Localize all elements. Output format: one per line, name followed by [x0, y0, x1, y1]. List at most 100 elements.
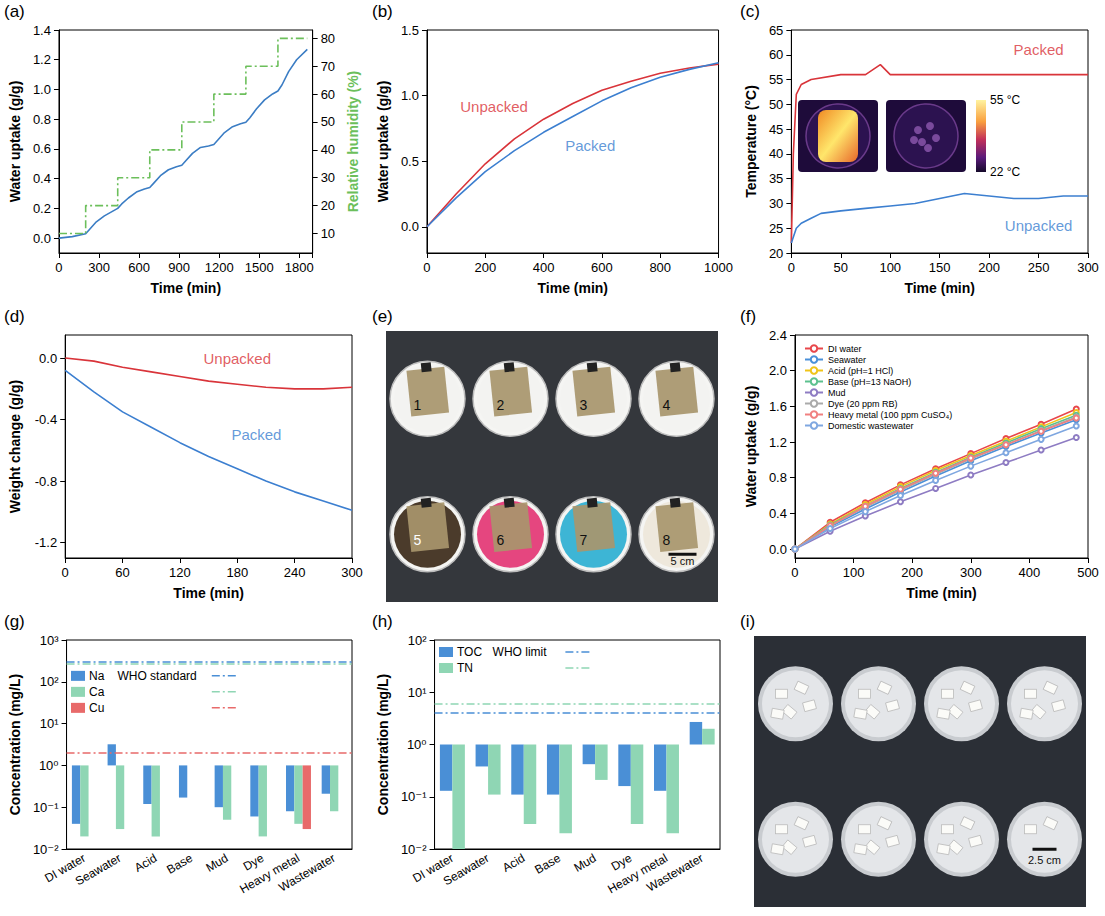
svg-text:Cu: Cu: [89, 701, 104, 715]
svg-text:0: 0: [62, 565, 69, 580]
svg-text:7: 7: [580, 532, 588, 548]
svg-text:22 °C: 22 °C: [990, 165, 1020, 179]
svg-text:TN: TN: [457, 661, 473, 675]
svg-text:-0.4: -0.4: [35, 412, 57, 427]
svg-text:10²: 10²: [408, 633, 427, 648]
svg-text:50: 50: [834, 260, 848, 275]
svg-text:Unpacked: Unpacked: [1005, 217, 1073, 234]
svg-text:Water uptake (g/g): Water uptake (g/g): [375, 81, 391, 203]
svg-text:WHO standard: WHO standard: [117, 669, 196, 683]
svg-text:250: 250: [1028, 260, 1050, 275]
svg-text:0.0: 0.0: [39, 351, 57, 366]
svg-text:55 °C: 55 °C: [990, 93, 1020, 107]
svg-text:10⁻²: 10⁻²: [401, 842, 427, 857]
svg-text:Water uptake (g/g): Water uptake (g/g): [743, 386, 759, 508]
svg-text:1000: 1000: [704, 260, 733, 275]
svg-text:Unpacked: Unpacked: [460, 98, 528, 115]
svg-text:TOC: TOC: [457, 645, 482, 659]
svg-text:400: 400: [1019, 565, 1041, 580]
svg-text:25: 25: [769, 221, 783, 236]
svg-text:Time (min): Time (min): [537, 280, 608, 296]
svg-text:65: 65: [769, 23, 783, 38]
svg-text:Packed: Packed: [1014, 41, 1064, 58]
svg-text:0.8: 0.8: [33, 112, 51, 127]
svg-text:Seawater: Seawater: [828, 355, 866, 365]
svg-text:0: 0: [55, 260, 62, 275]
svg-text:0.0: 0.0: [769, 542, 787, 557]
svg-text:10⁰: 10⁰: [407, 737, 427, 752]
svg-text:600: 600: [591, 260, 613, 275]
svg-text:2.5 cm: 2.5 cm: [1028, 854, 1061, 866]
svg-text:400: 400: [533, 260, 555, 275]
svg-text:Seawater: Seawater: [441, 851, 492, 888]
svg-text:200: 200: [474, 260, 496, 275]
svg-text:10⁻¹: 10⁻¹: [401, 789, 427, 804]
svg-text:10²: 10²: [40, 674, 59, 689]
svg-text:1200: 1200: [205, 260, 234, 275]
svg-text:60: 60: [769, 47, 783, 62]
svg-text:WHO limit: WHO limit: [493, 645, 548, 659]
svg-text:10⁻²: 10⁻²: [33, 842, 59, 857]
svg-text:Concentration (mg/L): Concentration (mg/L): [7, 674, 23, 816]
svg-text:4: 4: [663, 397, 671, 413]
svg-text:60: 60: [115, 565, 129, 580]
svg-text:40: 40: [769, 146, 783, 161]
svg-text:Wastewater: Wastewater: [276, 851, 337, 895]
svg-text:Time (min): Time (min): [151, 280, 222, 296]
svg-text:Time (min): Time (min): [173, 585, 244, 601]
svg-text:Water uptake (g/g): Water uptake (g/g): [7, 81, 23, 203]
svg-text:200: 200: [978, 260, 1000, 275]
svg-text:800: 800: [649, 260, 671, 275]
svg-text:Concentration (mg/L): Concentration (mg/L): [375, 674, 391, 816]
svg-text:0.0: 0.0: [401, 219, 419, 234]
svg-text:Na: Na: [89, 669, 105, 683]
svg-text:70: 70: [321, 59, 335, 74]
svg-text:80: 80: [321, 31, 335, 46]
svg-text:Mud: Mud: [828, 388, 846, 398]
svg-text:0.2: 0.2: [33, 201, 51, 216]
svg-text:300: 300: [88, 260, 110, 275]
svg-text:Temperature (°C): Temperature (°C): [743, 85, 759, 198]
svg-text:5 cm: 5 cm: [671, 555, 695, 567]
svg-text:45: 45: [769, 122, 783, 137]
svg-text:1800: 1800: [285, 260, 314, 275]
svg-text:240: 240: [284, 565, 306, 580]
svg-text:1: 1: [414, 397, 422, 413]
svg-text:300: 300: [960, 565, 982, 580]
svg-text:Wastewater: Wastewater: [644, 851, 705, 895]
svg-text:Acid: Acid: [132, 851, 159, 875]
svg-text:Time (min): Time (min): [904, 280, 975, 296]
svg-text:2.4: 2.4: [769, 328, 787, 343]
svg-text:DI water: DI water: [828, 344, 862, 354]
svg-text:30: 30: [769, 196, 783, 211]
svg-text:Base: Base: [532, 851, 563, 877]
svg-text:300: 300: [1077, 260, 1099, 275]
svg-text:Mud: Mud: [571, 851, 598, 875]
svg-text:Packed: Packed: [565, 137, 615, 154]
svg-text:Acid: Acid: [500, 851, 527, 875]
svg-text:100: 100: [843, 565, 865, 580]
svg-text:Base (pH=13 NaOH): Base (pH=13 NaOH): [828, 377, 911, 387]
svg-text:1.2: 1.2: [33, 52, 51, 67]
svg-text:200: 200: [901, 565, 923, 580]
svg-text:Relative humidity (%): Relative humidity (%): [345, 71, 361, 213]
svg-text:Packed: Packed: [231, 426, 281, 443]
svg-text:10⁻¹: 10⁻¹: [33, 800, 59, 815]
svg-text:120: 120: [169, 565, 191, 580]
svg-text:150: 150: [929, 260, 951, 275]
svg-text:10: 10: [321, 226, 335, 241]
svg-text:0.4: 0.4: [769, 506, 787, 521]
svg-text:40: 40: [321, 142, 335, 157]
svg-text:Unpacked: Unpacked: [204, 350, 272, 367]
svg-text:0.6: 0.6: [33, 141, 51, 156]
svg-text:1.0: 1.0: [401, 88, 419, 103]
svg-text:55: 55: [769, 72, 783, 87]
svg-text:6: 6: [497, 532, 505, 548]
svg-text:1.0: 1.0: [33, 82, 51, 97]
svg-text:10³: 10³: [40, 633, 59, 648]
svg-text:1.4: 1.4: [33, 23, 51, 38]
svg-text:Mud: Mud: [203, 851, 230, 875]
svg-text:3: 3: [580, 397, 588, 413]
svg-text:50: 50: [321, 114, 335, 129]
svg-text:30: 30: [321, 170, 335, 185]
